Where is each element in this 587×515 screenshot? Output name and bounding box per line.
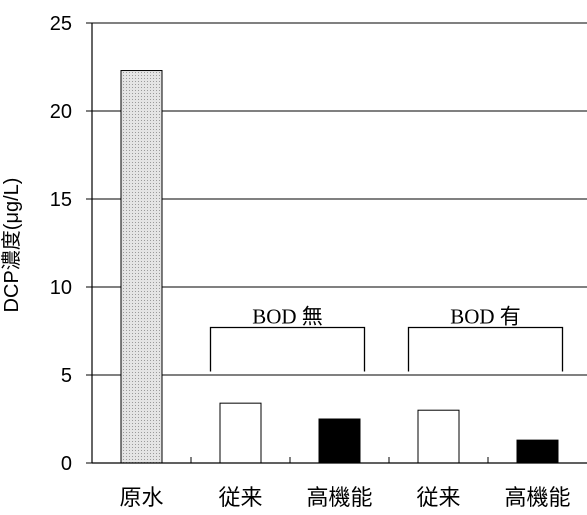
gridlines [92, 22, 587, 376]
bracket [407, 326, 564, 372]
bar [120, 70, 163, 464]
y-axis-label: DCP濃度(μg/L) [0, 178, 23, 313]
category-label: 原水 [119, 485, 163, 510]
axes [86, 22, 587, 464]
y-tick-labels: 0 5 10 15 20 25 [50, 13, 72, 475]
bracket [209, 326, 366, 372]
bar [219, 402, 262, 464]
y-tick-label: 5 [61, 365, 72, 387]
category-label: 従来 [416, 485, 460, 510]
bar [318, 418, 361, 464]
y-tick-label: 15 [50, 189, 72, 211]
y-tick-label: 0 [61, 453, 72, 475]
bars [120, 70, 559, 464]
y-tick-label: 25 [50, 13, 72, 35]
y-tick-label: 20 [50, 101, 72, 123]
category-label: 高機能 [306, 485, 372, 510]
category-label: 高機能 [504, 485, 570, 510]
category-labels: 原水 従来 高機能 従来 高機能 [119, 485, 570, 510]
bar [516, 439, 559, 464]
bracket-annotations: BOD 無 BOD 有 [209, 304, 564, 372]
bracket-label: BOD 無 [252, 304, 323, 328]
y-tick-label: 10 [50, 277, 72, 299]
bar [417, 409, 460, 464]
bracket-label: BOD 有 [450, 304, 521, 328]
category-label: 従来 [218, 485, 262, 510]
